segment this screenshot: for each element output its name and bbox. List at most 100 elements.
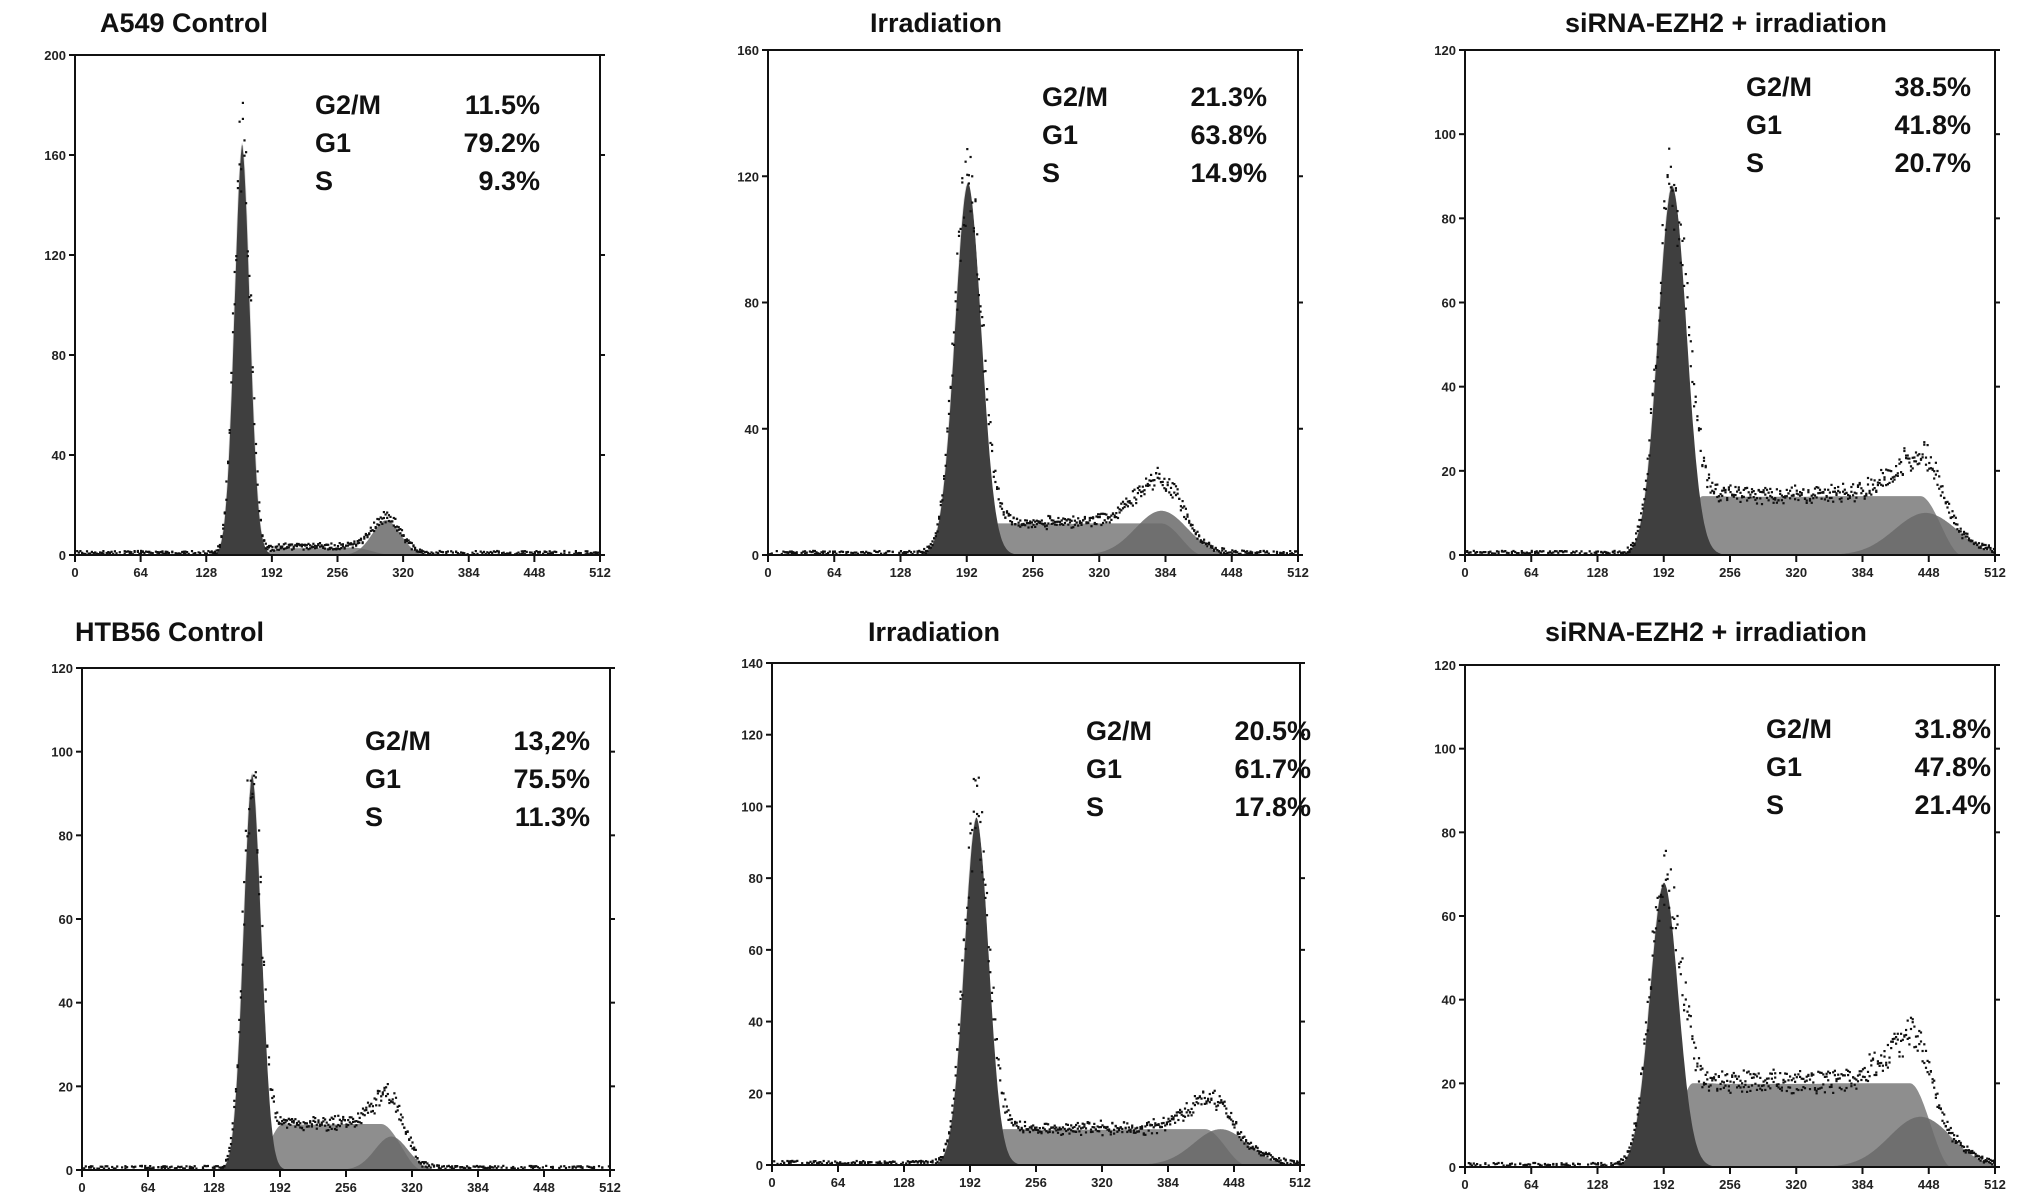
data-point (558, 1166, 561, 1170)
data-point (1865, 492, 1868, 495)
data-point (1524, 1163, 1527, 1166)
data-point (1164, 489, 1168, 492)
panel-title: siRNA-EZH2 + irradiation (1565, 8, 1887, 38)
data-point (1822, 1083, 1825, 1086)
data-point (1981, 1155, 1984, 1158)
data-point (1467, 1162, 1470, 1165)
data-point (322, 1117, 325, 1120)
data-point (951, 1104, 954, 1107)
data-point (1883, 1050, 1886, 1053)
model-fit-line (75, 140, 600, 556)
data-point (1909, 469, 1913, 472)
data-point (563, 549, 566, 553)
data-point (853, 1161, 857, 1164)
data-point (379, 521, 382, 524)
data-point (338, 1118, 341, 1121)
data-point (1077, 517, 1080, 520)
x-tick-label: 192 (261, 565, 283, 580)
data-point (1724, 491, 1727, 494)
data-point (954, 1065, 957, 1069)
data-point (1618, 1160, 1621, 1163)
data-point (790, 552, 793, 555)
data-point (1931, 1081, 1934, 1084)
data-point (1058, 1126, 1061, 1129)
data-point (1200, 1103, 1203, 1106)
data-point (1711, 1079, 1714, 1082)
data-point (792, 552, 795, 555)
data-point (338, 542, 341, 545)
data-point (966, 922, 969, 925)
data-point (1015, 517, 1019, 521)
data-point (910, 1160, 913, 1164)
data-point (1817, 1087, 1820, 1090)
data-point (1789, 1075, 1792, 1078)
data-point (350, 1116, 353, 1119)
data-point (1045, 1130, 1048, 1133)
data-point (1767, 491, 1770, 494)
data-point (1552, 551, 1555, 554)
data-point (123, 550, 126, 553)
data-point (548, 552, 551, 555)
data-point (1027, 522, 1030, 525)
data-point (949, 1120, 952, 1123)
data-point (197, 551, 200, 554)
data-point (1805, 499, 1808, 502)
data-point (1746, 1090, 1749, 1093)
x-tick-label: 384 (467, 1180, 489, 1195)
data-point (477, 1165, 480, 1168)
data-point (363, 537, 366, 540)
data-point (1646, 1029, 1649, 1032)
data-point (1142, 1132, 1145, 1135)
data-point (1110, 518, 1113, 521)
data-point (1649, 986, 1653, 989)
data-point (832, 550, 835, 553)
data-point (391, 1101, 394, 1104)
panel-htb56-control: HTB56 Control 0 64 128 192 256 320 384 448 512 0 2… (0, 605, 640, 1199)
data-point (1169, 1119, 1172, 1123)
data-point (1538, 1163, 1542, 1166)
data-point (1964, 1151, 1967, 1154)
data-point (1871, 488, 1875, 491)
stat-label: G1 (315, 128, 352, 158)
data-point (409, 541, 412, 544)
data-point (226, 1154, 229, 1158)
data-point (972, 810, 975, 813)
data-point (461, 551, 464, 554)
data-point (1878, 482, 1881, 485)
data-point (1891, 1040, 1894, 1043)
data-point (1152, 1118, 1155, 1121)
data-point (982, 878, 985, 881)
data-point (497, 551, 500, 554)
data-point (802, 550, 805, 553)
data-point (215, 549, 218, 552)
data-point (1787, 1079, 1790, 1082)
data-point (123, 552, 126, 555)
data-point (211, 1166, 214, 1169)
x-tick-label: 0 (71, 565, 78, 580)
data-point (1233, 1126, 1236, 1129)
data-point (1204, 543, 1207, 546)
data-point (1023, 1125, 1027, 1128)
data-point (984, 896, 987, 899)
data-point (253, 397, 256, 400)
data-point (1259, 1150, 1262, 1154)
data-point (1280, 552, 1284, 555)
data-point (989, 971, 992, 974)
data-point (581, 1166, 584, 1169)
data-point (969, 822, 972, 825)
x-tick-label: 512 (1287, 565, 1309, 580)
data-point (815, 551, 818, 554)
data-point (330, 542, 333, 545)
data-point (1714, 488, 1717, 491)
data-point (992, 475, 995, 478)
data-point (915, 1160, 918, 1163)
data-point (855, 1159, 858, 1163)
stat-value: 47.8% (1914, 752, 1991, 782)
data-point (1098, 1126, 1101, 1129)
data-point (977, 815, 980, 818)
data-point (1222, 551, 1226, 554)
data-point (1868, 492, 1871, 495)
data-point (926, 1161, 929, 1164)
